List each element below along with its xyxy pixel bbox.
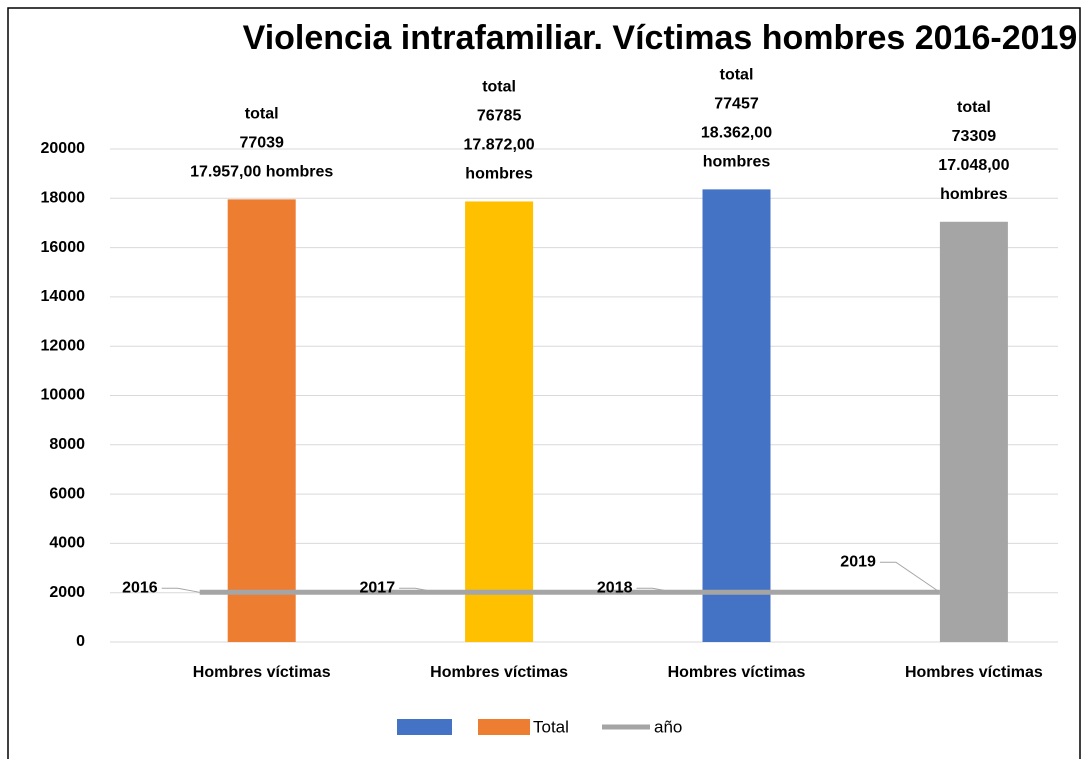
data-label: 77039 <box>239 135 284 152</box>
bar <box>702 189 771 642</box>
y-tick-label: 8000 <box>49 436 85 453</box>
leader-line <box>879 561 941 593</box>
data-label: hombres <box>465 166 533 183</box>
x-tick-label: Hombres víctimas <box>905 664 1043 681</box>
chart-frame <box>7 7 1081 759</box>
y-tick-label: 12000 <box>41 337 86 354</box>
chart-title: Violencia intrafamiliar. Víctimas hombre… <box>242 19 1078 57</box>
x-tick-label: Hombres víctimas <box>193 664 331 681</box>
y-tick-label: 6000 <box>49 485 85 502</box>
data-label: total <box>720 67 754 84</box>
y-tick-label: 20000 <box>41 140 86 157</box>
bar <box>939 221 1008 643</box>
data-label: hombres <box>703 154 771 171</box>
legend-swatch <box>397 719 452 735</box>
legend-label: Total <box>533 717 569 736</box>
leader-line <box>399 587 438 593</box>
data-label: total <box>245 106 279 123</box>
data-label: hombres <box>940 186 1008 203</box>
y-tick-label: 16000 <box>41 239 86 256</box>
bar <box>465 201 534 642</box>
y-tick-label: 14000 <box>41 288 86 305</box>
bar <box>227 199 296 642</box>
data-label: 17.957,00 hombres <box>190 164 333 181</box>
y-tick-label: 4000 <box>49 535 85 552</box>
legend-label: año <box>654 717 682 736</box>
leader-line <box>161 587 200 593</box>
x-tick-label: Hombres víctimas <box>430 664 568 681</box>
data-label: 18.362,00 <box>701 125 772 142</box>
x-tick-label: Hombres víctimas <box>668 664 806 681</box>
data-label: 17.872,00 <box>464 137 535 154</box>
data-label: 73309 <box>952 128 997 145</box>
data-label: total <box>957 99 991 116</box>
data-label: 2018 <box>597 579 633 596</box>
data-label: total <box>482 79 516 96</box>
data-label: 17.048,00 <box>938 157 1009 174</box>
y-tick-label: 10000 <box>41 387 86 404</box>
y-tick-label: 18000 <box>41 190 86 207</box>
data-label: 76785 <box>477 108 522 125</box>
data-label: 77457 <box>714 96 759 113</box>
legend-swatch <box>478 719 530 735</box>
data-label: 2016 <box>122 580 158 597</box>
leader-line <box>636 587 675 593</box>
data-label: 2017 <box>360 579 396 596</box>
y-tick-label: 0 <box>76 633 85 650</box>
data-label: 2019 <box>840 553 876 570</box>
y-tick-label: 2000 <box>49 584 85 601</box>
